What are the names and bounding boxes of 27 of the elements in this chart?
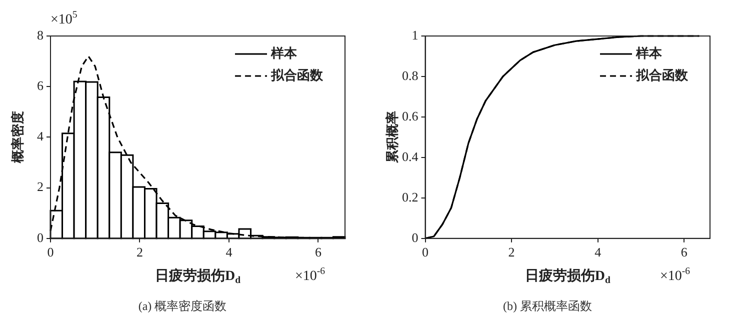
y-axis-title: 累积概率 [384,111,400,164]
x-tick-label: 2 [508,244,515,260]
y-tick-label: 0.6 [402,108,419,124]
y-tick-label: 0.2 [402,189,418,204]
y-tick-label: 0 [37,230,44,245]
y-tick-label: 6 [37,78,44,94]
legend-label: 拟合函数 [270,67,324,84]
y-tick-label: 0 [412,230,418,245]
x-tick-label: 2 [136,244,143,260]
text: (b) 累积概率函数 [502,298,593,315]
x-tick-label: 4 [226,244,233,260]
legend-label: 样本 [270,46,298,62]
x-tick-label: 4 [594,244,602,260]
y-tick-label: 0.8 [402,68,418,83]
y-tick-label: 8 [37,27,44,42]
x-tick-label: 0 [47,244,54,260]
y-axis-title: 概率密度 [10,111,25,164]
x-tick-label: 6 [680,244,688,260]
x-tick-label: 6 [314,244,322,260]
y-tick-label: 2 [37,179,44,194]
y-tick-label: 4 [37,128,44,144]
legend-label: 样本 [635,46,663,62]
text: (a) 概率密度函数 [137,298,228,315]
y-tick-label: 1 [412,27,418,42]
legend-label: 拟合函数 [635,67,689,84]
x-tick-label: 0 [422,244,428,260]
y-tick-label: 0.4 [402,148,419,164]
